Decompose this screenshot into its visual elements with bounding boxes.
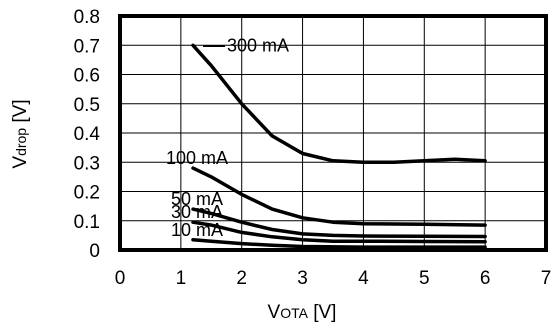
series-line-50-ma	[191, 207, 487, 239]
y-axis-label: Vdrop [V]	[10, 99, 31, 168]
series-label-100-ma: 100 mA	[166, 148, 228, 168]
y-tick-label: 0.7	[74, 36, 100, 57]
x-tick-label: 6	[480, 268, 491, 289]
series-label-10-ma: 10 mA	[171, 220, 223, 240]
x-axis-label: VOTA [V]	[268, 302, 337, 323]
series-line-300-ma	[191, 43, 487, 165]
x-tick-label: 5	[419, 268, 430, 289]
series-label-300-ma: 300 mA	[227, 35, 289, 55]
x-tick-label: 4	[358, 268, 369, 289]
x-tick-label: 3	[297, 268, 308, 289]
series-line-100-ma	[191, 166, 487, 227]
y-tick-label: 0.4	[74, 124, 101, 145]
y-tick-label: 0.1	[74, 212, 100, 233]
series-line-10-ma	[191, 238, 487, 249]
series-label-50-ma: 50 mA	[171, 189, 223, 209]
y-tick-label: 0	[89, 241, 100, 262]
x-tick-label: 7	[541, 268, 552, 289]
series-group	[191, 43, 487, 249]
series-line-30-ma	[191, 220, 487, 244]
y-tick-label: 0.3	[74, 153, 100, 174]
tick-labels: 0 1 2 3 4 5 6 7 0 0.1 0.2 0.3 0.4 0.5 0.6 0.7 0.8	[74, 7, 552, 289]
y-tick-label: 0.5	[74, 95, 100, 116]
x-tick-label: 2	[236, 268, 247, 289]
y-tick-label: 0.2	[74, 183, 100, 204]
y-tick-label: 0.8	[74, 7, 100, 28]
series-label-30-ma: 30 mA	[171, 202, 223, 222]
plot-frame	[118, 14, 548, 252]
x-tick-label: 1	[176, 268, 187, 289]
y-tick-label: 0.6	[74, 66, 100, 87]
x-tick-label: 0	[115, 268, 126, 289]
